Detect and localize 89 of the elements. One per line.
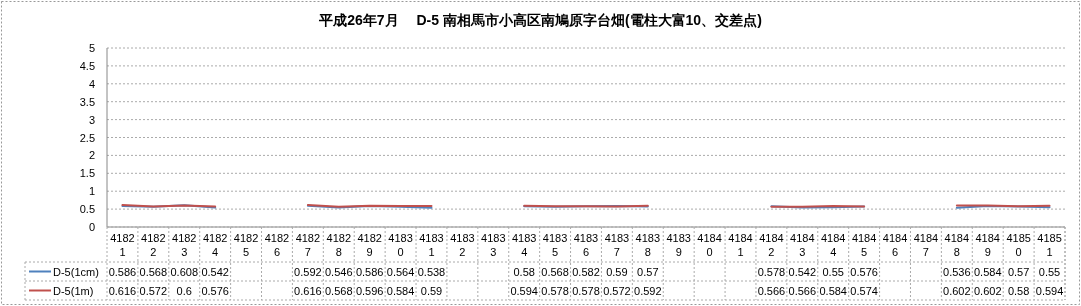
x-tick-label: 41841 [728,232,753,258]
data-label: 0.602 [973,285,1002,297]
y-tick-label: 4 [88,77,95,90]
y-tick-label: 3 [88,113,95,126]
x-tick-label: 41824 [202,232,228,258]
y-tick-label: 0 [88,221,95,233]
data-label: 0.57 [637,266,659,278]
data-label: 0.578 [757,266,786,278]
y-tick-label: 2.5 [79,131,95,144]
x-tick-label: 41822 [141,232,166,258]
legend-label: D-5(1m) [53,285,94,297]
data-label: 0.542 [788,266,817,278]
x-tick-label: 41839 [666,232,691,258]
x-tick-label: 41840 [697,232,722,258]
x-tick-label: 41831 [419,232,444,258]
data-label: 0.57 [1007,266,1030,278]
x-tick-label: 41838 [635,232,661,258]
x-tick-label: 41835 [542,232,568,258]
y-tick-label: 1.5 [79,167,95,180]
data-label: 0.566 [788,285,817,297]
data-label: 0.586 [355,266,384,278]
x-tick-label: 41850 [1006,232,1031,258]
data-label: 0.576 [201,285,229,297]
x-tick-label: 41836 [573,232,599,258]
x-tick-label: 41834 [511,232,537,258]
legend-label: D-5(1cm) [53,266,99,278]
x-tick-label: 41845 [851,232,877,258]
x-tick-label: 41844 [820,232,846,258]
x-tick-label: 41842 [759,232,784,258]
data-label: 0.584 [973,266,1002,278]
x-tick-label: 41849 [975,232,1000,258]
data-label: 0.574 [850,285,878,297]
data-label: 0.584 [386,285,415,297]
data-label: 0.568 [139,266,168,278]
data-label: 0.568 [325,285,353,297]
x-tick-label: 41829 [357,232,382,258]
data-label: 0.578 [541,285,569,297]
x-tick-label: 41830 [388,232,413,258]
y-tick-label: 0.5 [79,203,95,216]
x-tick-label: 41828 [326,232,352,258]
x-tick-label: 41848 [944,232,970,258]
x-tick-label: 41821 [110,232,135,258]
data-label: 0.58 [513,266,535,278]
y-tick-label: 4.5 [79,59,95,72]
x-tick-label: 41847 [913,232,939,258]
data-label: 0.616 [108,285,137,297]
x-tick-label: 41826 [264,232,290,258]
x-tick-label: 41832 [450,232,475,258]
data-label: 0.542 [201,266,229,278]
chart-title: 平成26年7月 D-5 南相馬市小高区南鳩原字台畑(電柱大富10、交差点) [318,12,762,28]
data-label: 0.578 [572,285,600,297]
data-label: 0.55 [822,266,844,278]
data-label: 0.582 [572,266,600,278]
y-tick-label: 2 [88,149,95,162]
data-label: 0.602 [943,285,971,297]
data-label: 0.564 [386,266,415,278]
x-tick-label: 41827 [295,232,321,258]
data-label: 0.536 [943,266,971,278]
data-label: 0.592 [634,285,662,297]
data-label: 0.584 [819,285,847,297]
data-label: 0.586 [108,266,137,278]
x-tick-label: 41823 [172,232,197,258]
data-label: 0.572 [603,285,631,297]
data-label: 0.616 [294,285,322,297]
data-label: 0.55 [1038,266,1061,278]
x-tick-label: 41825 [233,232,259,258]
y-tick-label: 5 [88,42,95,54]
x-tick-label: 41837 [604,232,630,258]
data-label: 0.596 [355,285,384,297]
data-label: 0.594 [1035,285,1064,297]
data-label: 0.59 [420,285,443,297]
data-label: 0.576 [850,266,878,278]
data-label: 0.592 [294,266,322,278]
x-tick-label: 41833 [481,232,506,258]
data-label: 0.58 [1007,285,1030,297]
data-label: 0.594 [510,285,538,297]
data-label: 0.59 [606,266,628,278]
data-label: 0.572 [139,285,168,297]
data-label: 0.566 [757,285,786,297]
data-label: 0.6 [176,285,192,297]
x-tick-label: 41851 [1037,232,1062,258]
data-label: 0.546 [325,266,353,278]
x-tick-label: 41843 [790,232,815,258]
x-tick-label: 41846 [882,232,908,258]
y-tick-label: 1 [88,185,95,198]
y-tick-label: 3.5 [79,95,95,108]
data-label: 0.538 [417,266,446,278]
data-label: 0.568 [541,266,569,278]
data-label: 0.608 [170,266,199,278]
